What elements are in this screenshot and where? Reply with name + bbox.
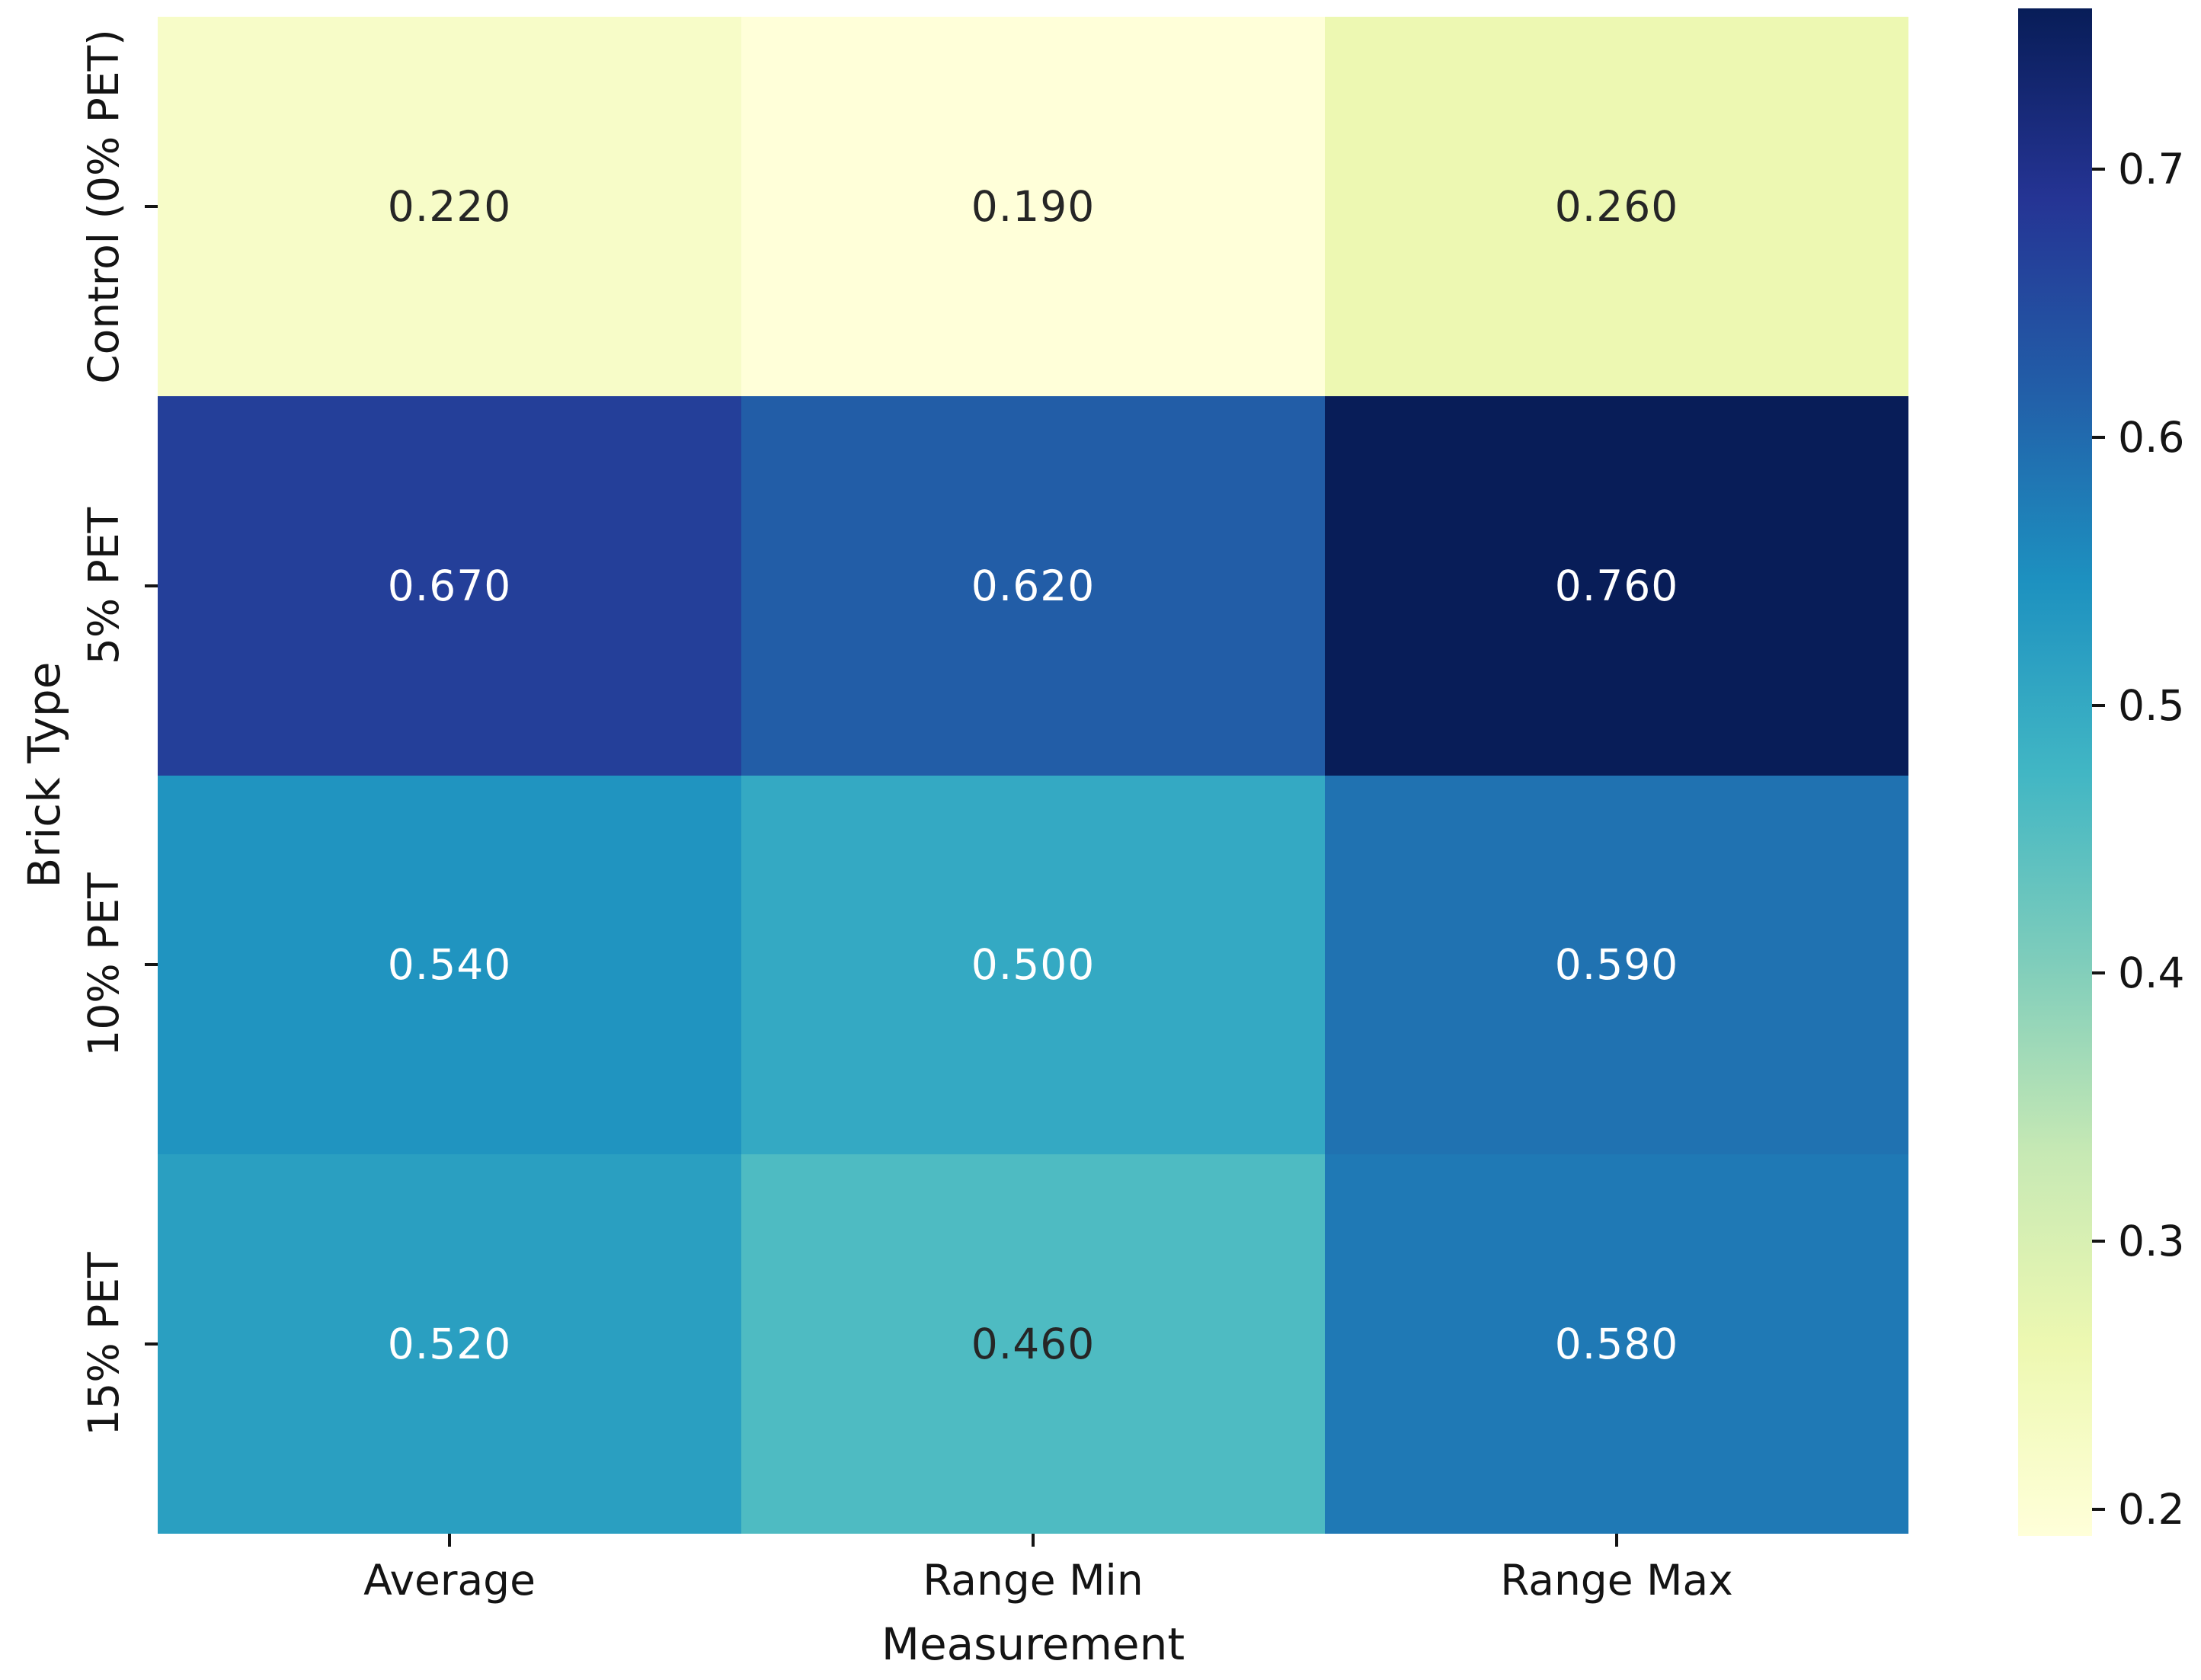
cell-value: 0.590: [1554, 940, 1679, 990]
colorbar-tick-label-2: 0.5: [2118, 680, 2185, 730]
cell-value: 0.540: [387, 940, 512, 990]
colorbar-tick-mark: [2092, 435, 2105, 439]
y-tick-label-2: 10% PET: [79, 872, 128, 1057]
x-axis-label: Measurement: [881, 1618, 1185, 1670]
y-axis-label: Brick Type: [18, 661, 70, 888]
heatmap-cell-r3c1: 0.460: [741, 1154, 1325, 1534]
x-tick-label-2: Range Max: [1500, 1556, 1733, 1605]
heatmap-cell-r2c0: 0.540: [158, 775, 741, 1155]
colorbar-gradient: [2018, 8, 2092, 1536]
heatmap-cell-r0c2: 0.260: [1325, 17, 1908, 396]
x-tick-label-0: Average: [363, 1556, 536, 1605]
heatmap-cell-r2c1: 0.500: [741, 775, 1325, 1155]
cell-value: 0.220: [387, 181, 512, 231]
cell-value: 0.190: [971, 181, 1096, 231]
heatmap-cell-r0c1: 0.190: [741, 17, 1325, 396]
heatmap-grid: 0.220 0.190 0.260 0.670 0.620 0.760 0.540 0.500…: [158, 17, 1908, 1534]
y-tick-mark: [145, 204, 158, 208]
cell-value: 0.460: [971, 1320, 1096, 1369]
colorbar-tick-label-3: 0.4: [2118, 949, 2185, 998]
colorbar-tick-label-4: 0.3: [2118, 1217, 2185, 1266]
colorbar-tick-label-5: 0.2: [2118, 1484, 2185, 1534]
x-tick-mark: [1615, 1534, 1618, 1547]
heatmap-cell-r3c2: 0.580: [1325, 1154, 1908, 1534]
y-tick-label-3: 15% PET: [79, 1252, 128, 1436]
colorbar-tick-mark: [2092, 168, 2105, 171]
colorbar-tick-mark: [2092, 971, 2105, 975]
cell-value: 0.620: [971, 561, 1096, 610]
y-tick-mark: [145, 1342, 158, 1346]
colorbar-tick-label-1: 0.6: [2118, 412, 2185, 462]
x-tick-label-1: Range Min: [923, 1556, 1144, 1605]
heatmap-cell-r1c1: 0.620: [741, 395, 1325, 776]
x-tick-mark: [448, 1534, 451, 1547]
cell-value: 0.260: [1554, 181, 1679, 231]
heatmap-cell-r3c0: 0.520: [158, 1154, 741, 1534]
cell-value: 0.580: [1554, 1320, 1679, 1369]
colorbar-tick-mark: [2092, 703, 2105, 707]
cell-value: 0.520: [387, 1320, 512, 1369]
cell-value: 0.670: [387, 561, 512, 610]
x-tick-mark: [1032, 1534, 1035, 1547]
colorbar-tick-mark: [2092, 1507, 2105, 1511]
y-tick-label-1: 5% PET: [79, 507, 128, 664]
colorbar-tick-label-0: 0.7: [2118, 145, 2185, 194]
y-tick-label-0: Control (0% PET): [79, 29, 128, 384]
cell-value: 0.500: [971, 940, 1096, 990]
y-tick-mark: [145, 584, 158, 587]
colorbar-tick-mark: [2092, 1240, 2105, 1243]
heatmap-cell-r0c0: 0.220: [158, 17, 741, 396]
heatmap-cell-r2c2: 0.590: [1325, 775, 1908, 1155]
y-tick-mark: [145, 963, 158, 967]
heatmap-cell-r1c2: 0.760: [1325, 395, 1908, 776]
heatmap-cell-r1c0: 0.670: [158, 395, 741, 776]
cell-value: 0.760: [1554, 561, 1679, 610]
